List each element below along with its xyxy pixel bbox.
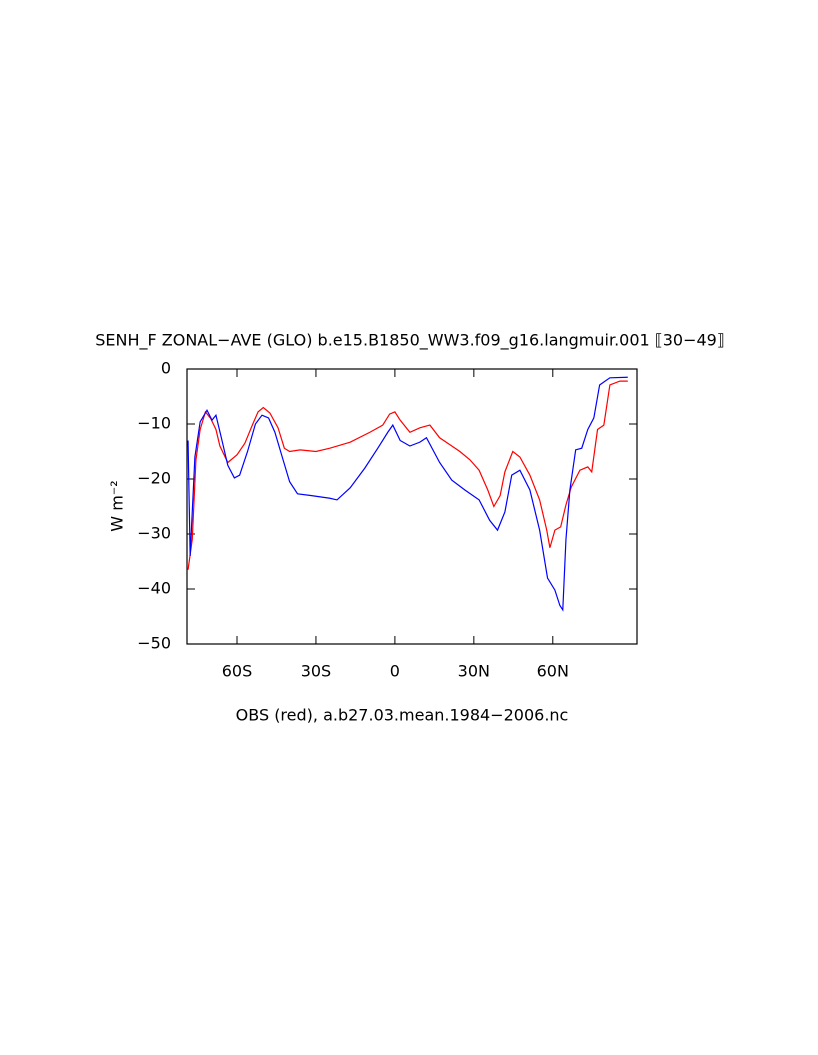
x-axis-label: OBS (red), a.b27.03.mean.1984−2006.nc — [236, 706, 569, 725]
x-tick-label: 0 — [390, 662, 400, 681]
data-line — [187, 380, 628, 570]
y-tick-label: 0 — [161, 359, 171, 378]
x-tick-label: 60N — [537, 662, 569, 681]
x-tick-label: 60S — [222, 662, 253, 681]
data-line — [187, 376, 628, 612]
y-tick-label: −30 — [137, 524, 171, 543]
chart-title: SENH_F ZONAL−AVE (GLO) b.e15.B1850_WW3.f… — [95, 331, 725, 351]
y-tick-label: −20 — [137, 469, 171, 488]
x-tick-label: 30S — [301, 662, 332, 681]
y-axis-label: W m⁻² — [108, 480, 127, 531]
x-tick-label: 30N — [458, 662, 490, 681]
y-tick-label: −40 — [137, 579, 171, 598]
y-tick-label: −50 — [137, 634, 171, 653]
y-tick-label: −10 — [137, 414, 171, 433]
plot-frame — [186, 368, 638, 645]
